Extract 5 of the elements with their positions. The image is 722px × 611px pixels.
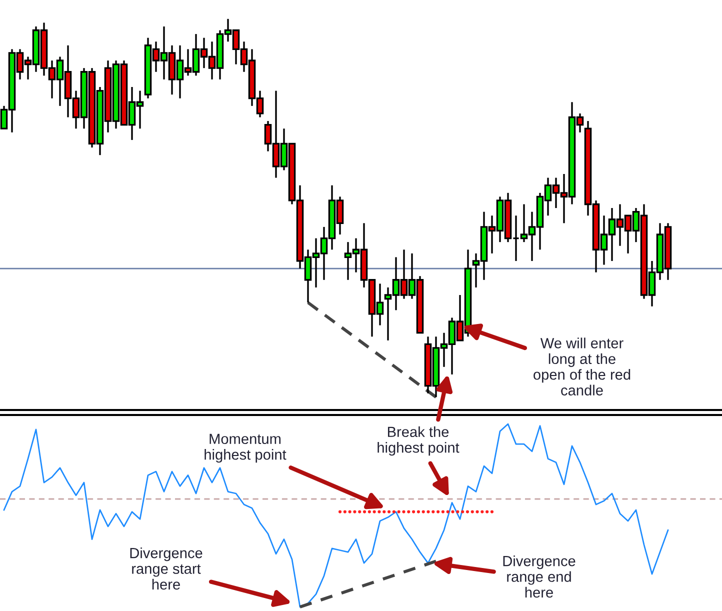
- annotation: Divergence range end here: [503, 555, 576, 598]
- annotation: Momentum highest point: [204, 434, 286, 463]
- annotation: Divergence range start here: [130, 547, 202, 590]
- annotation: Break the highest point: [378, 426, 460, 456]
- annotation: We will enter long at the open of the red candle: [534, 338, 630, 396]
